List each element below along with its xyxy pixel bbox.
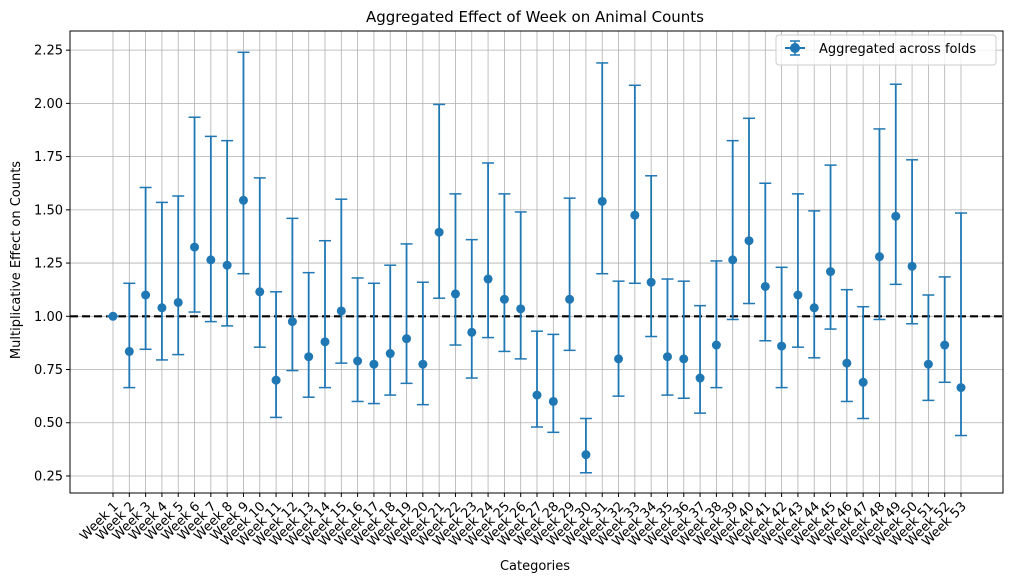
data-point xyxy=(858,377,868,387)
y-axis-ticks: 0.25 0.50 0.75 1.00 1.25 1.50 1.75 2.00 2.25 xyxy=(34,44,70,484)
data-point xyxy=(744,236,754,246)
data-point xyxy=(238,195,248,205)
data-point xyxy=(646,277,656,287)
y-tick-label: 0.75 xyxy=(34,363,63,378)
data-point xyxy=(516,304,526,314)
data-point xyxy=(760,281,770,291)
data-point xyxy=(548,396,558,406)
data-point xyxy=(711,340,721,350)
data-point xyxy=(777,341,787,351)
data-point xyxy=(695,373,705,383)
data-point xyxy=(565,294,575,304)
y-tick-label: 1.75 xyxy=(34,150,63,165)
data-point xyxy=(450,289,460,299)
legend: Aggregated across folds xyxy=(775,34,997,66)
data-point xyxy=(940,340,950,350)
data-point xyxy=(532,390,542,400)
data-point xyxy=(956,383,966,393)
error-bars xyxy=(107,51,967,474)
data-point xyxy=(402,334,412,344)
legend-label: Aggregated across folds xyxy=(819,42,976,57)
data-point xyxy=(108,311,118,321)
data-point xyxy=(842,358,852,368)
data-point xyxy=(173,297,183,307)
y-axis-label: Multiplicative Effect on Counts xyxy=(9,161,24,359)
y-tick-label: 1.50 xyxy=(34,203,63,218)
data-point xyxy=(434,227,444,237)
y-tick-label: 0.25 xyxy=(34,469,63,484)
data-point xyxy=(141,290,151,300)
data-point xyxy=(809,303,819,313)
y-tick-label: 2.00 xyxy=(34,97,63,112)
data-point xyxy=(418,359,428,369)
data-point xyxy=(369,359,379,369)
y-tick-label: 0.50 xyxy=(34,416,63,431)
data-point xyxy=(630,210,640,220)
data-point xyxy=(385,349,395,359)
data-point xyxy=(728,255,738,265)
data-point xyxy=(679,354,689,364)
data-point xyxy=(499,294,509,304)
data-point xyxy=(614,354,624,364)
data-point xyxy=(353,356,363,366)
data-point xyxy=(287,317,297,327)
legend-box xyxy=(775,34,997,66)
data-point xyxy=(255,287,265,297)
data-point xyxy=(483,274,493,284)
data-point xyxy=(124,346,134,356)
data-point xyxy=(597,196,607,206)
data-point xyxy=(157,303,167,313)
data-point xyxy=(874,252,884,262)
chart-title: Aggregated Effect of Week on Animal Coun… xyxy=(366,8,704,26)
y-tick-label: 2.25 xyxy=(34,44,63,59)
data-point xyxy=(581,450,591,460)
data-point xyxy=(320,337,330,347)
data-point xyxy=(907,261,917,271)
data-point xyxy=(467,327,477,337)
data-point xyxy=(222,260,232,270)
legend-marker-dot xyxy=(790,43,800,53)
data-point xyxy=(336,306,346,316)
data-point xyxy=(662,352,672,362)
data-point xyxy=(891,211,901,221)
y-tick-label: 1.25 xyxy=(34,257,63,272)
data-point xyxy=(190,242,200,252)
y-tick-label: 1.00 xyxy=(34,310,63,325)
data-point xyxy=(271,375,281,385)
data-points xyxy=(108,195,966,460)
data-point xyxy=(923,359,933,369)
data-point xyxy=(304,352,314,362)
x-axis-label: Categories xyxy=(500,559,570,574)
data-point xyxy=(826,267,836,277)
data-point xyxy=(793,290,803,300)
data-point xyxy=(206,255,216,265)
